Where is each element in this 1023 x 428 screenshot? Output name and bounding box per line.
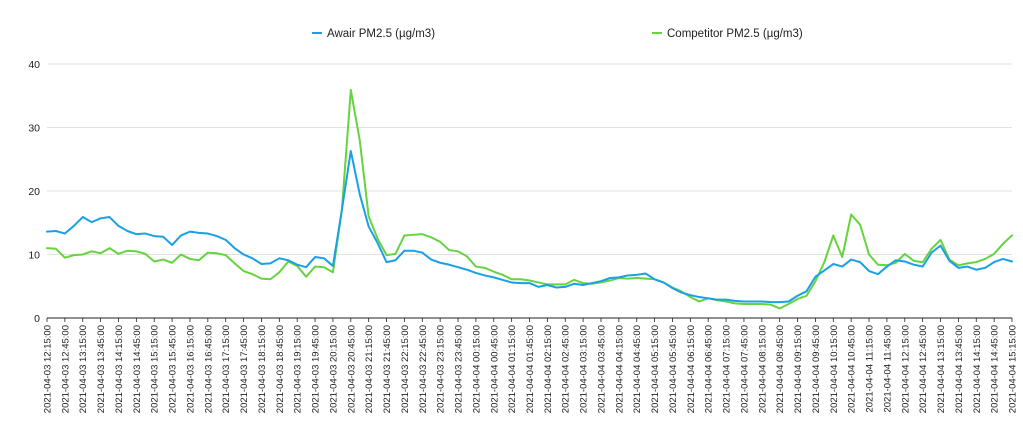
x-tick-label: 2021-04-03 18:15:00 — [257, 325, 268, 413]
x-tick-label: 2021-04-04 07:15:00 — [722, 325, 733, 413]
x-tick-label: 2021-04-03 22:15:00 — [400, 325, 411, 413]
x-tick-label: 2021-04-03 17:15:00 — [221, 325, 232, 413]
x-tick-label: 2021-04-03 14:45:00 — [132, 325, 143, 413]
y-tick-label: 0 — [34, 313, 40, 325]
x-tick-label: 2021-04-04 13:15:00 — [936, 325, 947, 413]
x-tick-label: 2021-04-04 03:45:00 — [596, 325, 607, 413]
x-tick-label: 2021-04-04 10:45:00 — [847, 325, 858, 413]
x-tick-label: 2021-04-03 19:15:00 — [293, 325, 304, 413]
x-tick-label: 2021-04-04 04:45:00 — [632, 325, 643, 413]
legend: Awair PM2.5 (µg/m3) Competitor PM2.5 (µg… — [312, 28, 803, 40]
x-tick-label: 2021-04-04 09:45:00 — [811, 325, 822, 413]
x-tick-label: 2021-04-04 11:15:00 — [865, 325, 876, 413]
y-axis: 0 10 20 30 40 — [28, 59, 40, 325]
x-tick-label: 2021-04-04 14:45:00 — [990, 325, 1001, 413]
y-tick-label: 40 — [28, 59, 40, 71]
x-tick-label: 2021-04-03 13:15:00 — [78, 325, 89, 413]
x-tick-label: 2021-04-03 15:15:00 — [150, 325, 161, 413]
x-tick-label: 2021-04-04 01:45:00 — [525, 325, 536, 413]
x-tick-label: 2021-04-04 01:15:00 — [507, 325, 518, 413]
x-tick-label: 2021-04-04 00:15:00 — [471, 325, 482, 413]
x-tick-label: 2021-04-04 11:45:00 — [882, 325, 893, 413]
legend-item-awair[interactable]: Awair PM2.5 (µg/m3) — [312, 28, 435, 40]
legend-label-awair: Awair PM2.5 (µg/m3) — [327, 28, 435, 40]
y-tick-label: 30 — [28, 123, 40, 135]
x-axis: 2021-04-03 12:15:00 2021-04-03 12:45:00 20… — [43, 318, 1019, 413]
x-tick-label: 2021-04-04 13:45:00 — [954, 325, 965, 413]
series-line-awair — [46, 150, 1013, 304]
x-tick-label: 2021-04-03 15:45:00 — [168, 325, 179, 413]
y-tick-label: 10 — [28, 250, 40, 262]
x-tick-label: 2021-04-03 18:45:00 — [275, 325, 286, 413]
x-tick-label: 2021-04-04 10:15:00 — [829, 325, 840, 413]
x-tick-label: 2021-04-04 12:15:00 — [900, 325, 911, 413]
x-tick-label: 2021-04-03 23:45:00 — [454, 325, 465, 413]
x-tick-label: 2021-04-04 00:45:00 — [489, 325, 500, 413]
x-tick-label: 2021-04-03 23:15:00 — [436, 325, 447, 413]
x-tick-label: 2021-04-03 13:45:00 — [96, 325, 107, 413]
x-tick-label: 2021-04-03 12:45:00 — [60, 325, 71, 413]
x-tick-label: 2021-04-03 16:45:00 — [203, 325, 214, 413]
x-tick-label: 2021-04-03 20:45:00 — [346, 325, 357, 413]
legend-label-competitor: Competitor PM2.5 (µg/m3) — [667, 28, 803, 40]
y-tick-label: 20 — [28, 186, 40, 198]
x-tick-label: 2021-04-04 08:15:00 — [757, 325, 768, 413]
x-tick-label: 2021-04-04 07:45:00 — [739, 325, 750, 413]
legend-item-competitor[interactable]: Competitor PM2.5 (µg/m3) — [652, 28, 803, 40]
x-tick-label: 2021-04-04 05:45:00 — [668, 325, 679, 413]
x-tick-label: 2021-04-03 12:15:00 — [43, 325, 54, 413]
x-tick-label: 2021-04-04 15:15:00 — [1008, 325, 1019, 413]
x-tick-label: 2021-04-03 16:15:00 — [185, 325, 196, 413]
series-lines — [46, 89, 1013, 310]
x-tick-label: 2021-04-04 06:45:00 — [704, 325, 715, 413]
x-tick-label: 2021-04-04 05:15:00 — [650, 325, 661, 413]
x-tick-label: 2021-04-04 02:45:00 — [561, 325, 572, 413]
x-tick-label: 2021-04-04 06:15:00 — [686, 325, 697, 413]
x-tick-label: 2021-04-04 12:45:00 — [918, 325, 929, 413]
x-tick-label: 2021-04-04 02:15:00 — [543, 325, 554, 413]
x-tick-label: 2021-04-03 20:15:00 — [328, 325, 339, 413]
x-tick-label: 2021-04-03 22:45:00 — [418, 325, 429, 413]
x-tick-label: 2021-04-03 21:15:00 — [364, 325, 375, 413]
x-tick-label: 2021-04-03 17:45:00 — [239, 325, 250, 413]
x-tick-label: 2021-04-04 09:15:00 — [793, 325, 804, 413]
x-tick-label: 2021-04-04 03:15:00 — [579, 325, 590, 413]
x-tick-label: 2021-04-04 14:15:00 — [972, 325, 983, 413]
x-tick-label: 2021-04-03 19:45:00 — [311, 325, 322, 413]
x-tick-label: 2021-04-04 08:45:00 — [775, 325, 786, 413]
series-line-competitor — [46, 89, 1013, 310]
x-tick-label: 2021-04-03 14:15:00 — [114, 325, 125, 413]
x-tick-label: 2021-04-03 21:45:00 — [382, 325, 393, 413]
x-tick-label: 2021-04-04 04:15:00 — [614, 325, 625, 413]
